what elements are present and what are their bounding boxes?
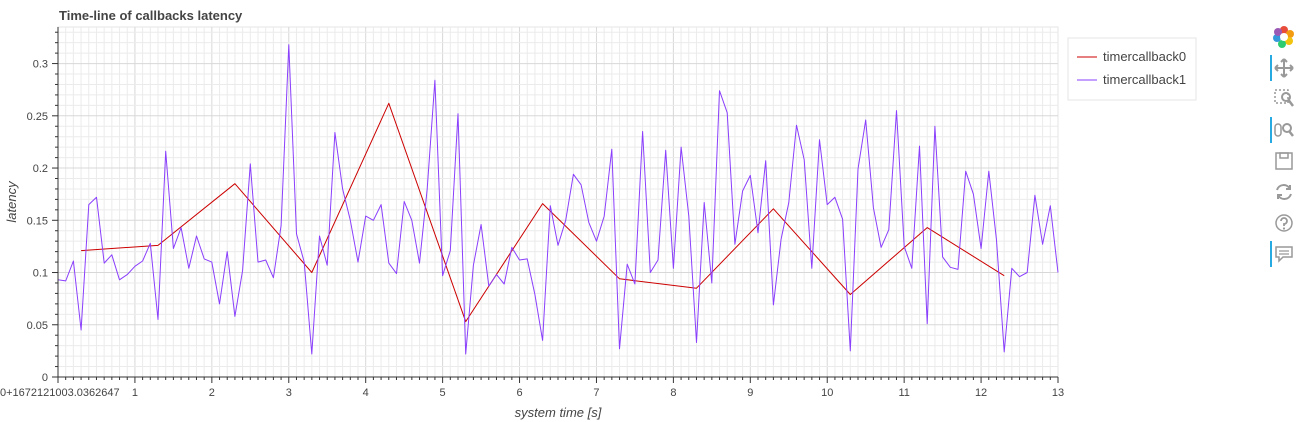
- hover-tool-button[interactable]: [1270, 241, 1298, 267]
- series-line-timercallback1: [57, 44, 1059, 355]
- x-tick-label: 5: [440, 387, 446, 399]
- y-tick-label: 0.25: [27, 111, 48, 123]
- reset-tool-button[interactable]: [1270, 179, 1298, 205]
- pan-icon: [1274, 58, 1294, 78]
- save-icon: [1275, 152, 1293, 170]
- y-tick-label: 0.05: [27, 320, 48, 332]
- save-tool-button[interactable]: [1270, 148, 1298, 174]
- y-tick-label: 0.15: [27, 215, 48, 227]
- legend-box: [1067, 37, 1197, 101]
- legend: timercallback0 timercallback1: [1067, 37, 1197, 101]
- x-tick-label: 13: [1052, 387, 1064, 399]
- chart-title: Time-line of callbacks latency: [59, 8, 243, 23]
- y-tick-label: 0.1: [33, 268, 48, 280]
- y-tick-label: 0.3: [33, 59, 48, 71]
- y-tick-label: 0: [42, 372, 48, 384]
- x-tick-label: 12: [975, 387, 987, 399]
- pan-tool-button[interactable]: [1270, 55, 1298, 81]
- chart-axes: 0+1672121003.0362647 1 2 3 4 5 6 7 8 9 10 11 12 1300.…: [0, 27, 1064, 399]
- x-tick-label: 11: [898, 387, 909, 399]
- y-axis-label: latency: [4, 180, 19, 223]
- legend-label-timercallback1: timercallback1: [1103, 72, 1186, 87]
- chart-grid: [57, 26, 1059, 378]
- hover-icon: [1275, 246, 1293, 263]
- y-tick-label: 0.2: [33, 163, 48, 175]
- chart-series-layer: [57, 44, 1059, 355]
- reset-icon: [1276, 184, 1292, 200]
- box-zoom-icon: [1274, 89, 1294, 107]
- x-tick-label: 9: [747, 387, 753, 399]
- toolbar: [1270, 24, 1298, 272]
- help-tool-button[interactable]: [1270, 210, 1298, 236]
- x-tick-label: 0+1672121003.0362647: [0, 387, 120, 399]
- x-tick-label: 2: [209, 387, 215, 399]
- box-zoom-tool-button[interactable]: [1270, 86, 1298, 112]
- legend-label-timercallback0: timercallback0: [1103, 49, 1186, 64]
- x-axis-label: system time [s]: [515, 405, 602, 420]
- series-line-timercallback0: [81, 102, 1005, 323]
- help-icon: [1275, 214, 1293, 232]
- x-tick-label: 4: [363, 387, 369, 399]
- x-tick-label: 10: [821, 387, 833, 399]
- x-tick-label: 7: [593, 387, 599, 399]
- wheel-zoom-tool-button[interactable]: [1270, 117, 1298, 143]
- bokeh-logo-icon[interactable]: [1270, 24, 1298, 50]
- x-tick-label: 8: [670, 387, 676, 399]
- wheel-zoom-icon: [1274, 123, 1294, 137]
- x-tick-label: 1: [132, 387, 138, 399]
- x-tick-label: 6: [516, 387, 522, 399]
- x-tick-label: 3: [286, 387, 292, 399]
